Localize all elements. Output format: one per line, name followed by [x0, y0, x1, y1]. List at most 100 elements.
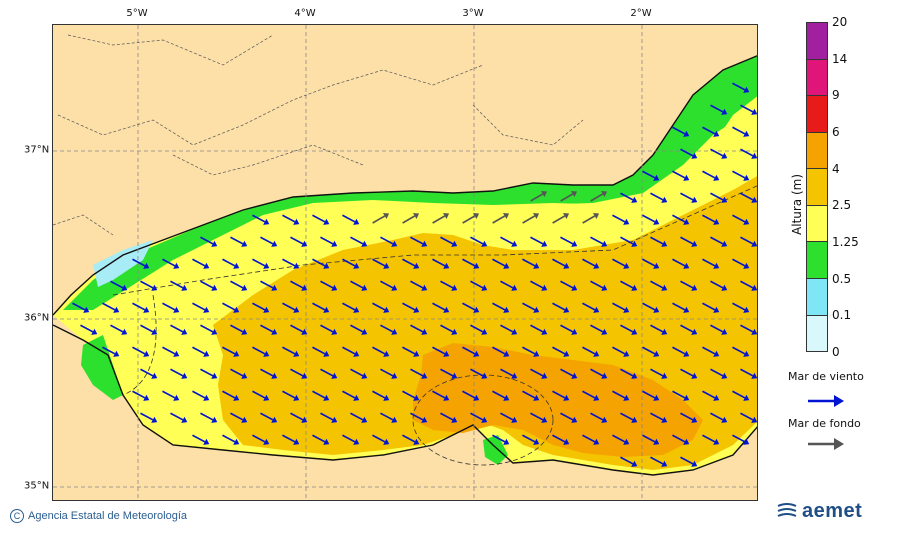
wave-arrow — [552, 302, 570, 313]
wave-arrow — [680, 456, 698, 467]
wave-arrow — [200, 324, 218, 335]
legend-tick: 4 — [832, 162, 840, 176]
wave-arrow — [470, 236, 488, 247]
wave-arrow — [162, 390, 180, 401]
wave-arrow — [402, 258, 420, 269]
wave-arrow — [462, 302, 480, 313]
wave-arrow — [740, 236, 757, 247]
wave-arrow — [200, 368, 218, 379]
wave-arrow — [732, 82, 750, 93]
wave-arrow — [680, 236, 698, 247]
wave-arrow — [402, 302, 420, 313]
wave-arrow — [710, 148, 728, 159]
wave-arrow — [380, 368, 398, 379]
wave-arrow — [170, 412, 188, 423]
wave-arrow — [530, 412, 548, 423]
wave-arrow — [552, 258, 570, 269]
wave-arrow — [672, 434, 690, 445]
wave-arrow — [200, 280, 218, 291]
wave-arrow — [522, 346, 540, 357]
wave-arrow — [710, 192, 728, 203]
wave-arrow — [680, 280, 698, 291]
wave-arrow — [230, 324, 248, 335]
wave-arrow — [642, 170, 660, 181]
wave-arrow — [380, 280, 398, 291]
wave-arrow — [252, 390, 270, 401]
wave-arrow — [170, 324, 188, 335]
wave-arrow — [492, 258, 510, 269]
coastline-north — [53, 55, 757, 316]
wave-arrow — [282, 214, 300, 225]
legend-tick: 14 — [832, 52, 848, 66]
swell-label: Mar de fondo — [788, 417, 861, 430]
wave-arrow — [110, 280, 128, 291]
wave-arrow — [710, 368, 728, 379]
wave-arrow — [552, 346, 570, 357]
wave-arrow — [702, 126, 720, 137]
wave-arrow — [222, 302, 240, 313]
wave-arrow — [312, 390, 330, 401]
wave-arrow — [230, 368, 248, 379]
wave-arrow — [740, 280, 757, 291]
wave-arrow — [732, 214, 750, 225]
wave-arrow — [462, 212, 480, 224]
wave-arrow — [732, 170, 750, 181]
wave-arrow — [102, 346, 120, 357]
wave-arrow — [410, 368, 428, 379]
sea-light-yellow-inner — [113, 106, 757, 325]
wave-arrow — [672, 346, 690, 357]
wave-arrow — [410, 324, 428, 335]
wave-arrow — [560, 368, 578, 379]
legend-tick: 2.5 — [832, 198, 852, 212]
wave-arrow — [522, 302, 540, 313]
wave-arrow — [282, 302, 300, 313]
wave-arrow — [80, 324, 98, 335]
wave-arrow — [530, 236, 548, 247]
wave-arrow — [260, 324, 278, 335]
lon-tick-5w: 5°W — [126, 8, 148, 19]
wave-arrow — [350, 236, 368, 247]
wave-arrow — [642, 434, 660, 445]
wave-arrow — [350, 368, 368, 379]
lat-tick-36n: 36°N — [24, 312, 50, 324]
wave-arrow — [260, 280, 278, 291]
wave-arrow — [132, 390, 150, 401]
wave-arrow — [710, 236, 728, 247]
wave-arrow — [500, 324, 518, 335]
wave-arrow — [222, 434, 240, 445]
wave-arrow — [432, 258, 450, 269]
wave-arrow — [470, 412, 488, 423]
wave-arrow — [252, 214, 270, 225]
wave-arrow — [582, 212, 600, 224]
wave-arrow — [492, 346, 510, 357]
lon-tick-4w: 4°W — [294, 8, 316, 19]
wave-arrow — [372, 390, 390, 401]
wave-arrow — [530, 324, 548, 335]
wave-arrow — [192, 346, 210, 357]
lat-tick-35n: 35°N — [24, 480, 50, 492]
wave-arrow — [342, 302, 360, 313]
wave-arrow — [740, 104, 757, 115]
wave-arrow — [470, 280, 488, 291]
wave-arrow — [410, 236, 428, 247]
aemet-wordmark: aemet — [802, 500, 863, 522]
wave-arrow — [530, 368, 548, 379]
wave-arrow — [650, 192, 668, 203]
wave-arrow — [500, 280, 518, 291]
wave-arrow — [612, 346, 630, 357]
wave-arrow — [320, 368, 338, 379]
wave-arrow — [702, 170, 720, 181]
wave-arrow — [290, 324, 308, 335]
wave-arrow — [440, 412, 458, 423]
wave-arrow — [342, 434, 360, 445]
wave-arrow — [440, 324, 458, 335]
wave-arrow — [650, 280, 668, 291]
wave-arrow — [672, 170, 690, 181]
agency-credit: C Agencia Estatal de Meteorología — [10, 509, 187, 523]
wave-arrow — [590, 368, 608, 379]
wave-direction-arrows — [72, 82, 757, 467]
wave-arrow — [372, 212, 390, 224]
wave-arrow — [732, 390, 750, 401]
legend-tick: 9 — [832, 88, 840, 102]
wave-arrow — [710, 324, 728, 335]
